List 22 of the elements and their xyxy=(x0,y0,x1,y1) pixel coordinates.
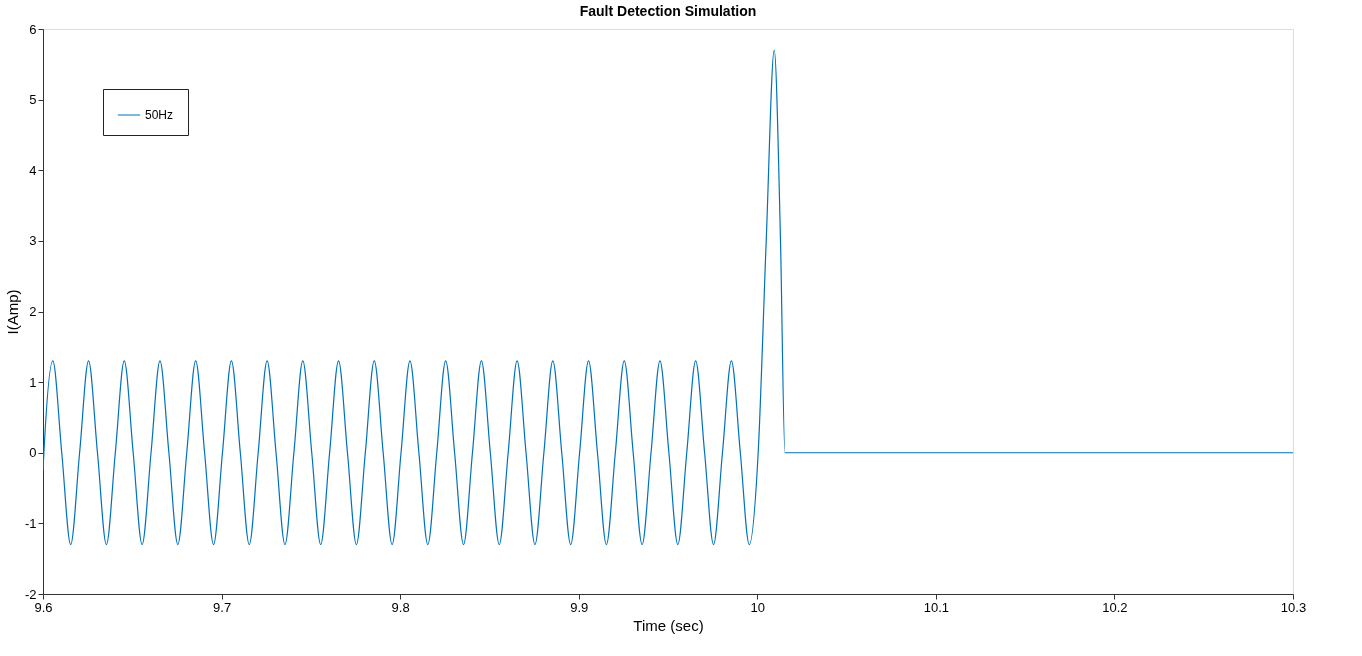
y-axis-title: I(Amp) xyxy=(3,289,21,335)
x-tick-label: 10.3 xyxy=(1280,599,1307,615)
x-tick-label: 9.8 xyxy=(391,599,410,615)
x-tick-label: 10.2 xyxy=(1102,599,1128,615)
y-tick-label: -2 xyxy=(24,586,37,602)
legend-label: 50Hz xyxy=(145,108,174,122)
y-tick-label: 5 xyxy=(29,92,37,108)
line-series xyxy=(43,49,1293,546)
x-axis-title: Time (sec) xyxy=(633,616,704,634)
chart-title: Fault Detection Simulation xyxy=(579,3,757,19)
y-tick-label: 2 xyxy=(29,304,37,319)
y-tick-label: 4 xyxy=(29,162,37,178)
y-tick-label: 6 xyxy=(29,21,37,37)
y-tick-label: -1 xyxy=(24,515,37,531)
x-tick-label: 9.6 xyxy=(34,599,53,615)
x-tick-label: 9.7 xyxy=(213,599,232,615)
x-tick-label: 10 xyxy=(750,599,766,615)
y-tick-label: 3 xyxy=(29,233,37,249)
x-tick-label: 9.9 xyxy=(570,599,589,615)
x-tick-label: 10.1 xyxy=(923,599,950,615)
y-tick-label: 0 xyxy=(29,445,37,461)
y-tick-label: 1 xyxy=(29,374,37,390)
